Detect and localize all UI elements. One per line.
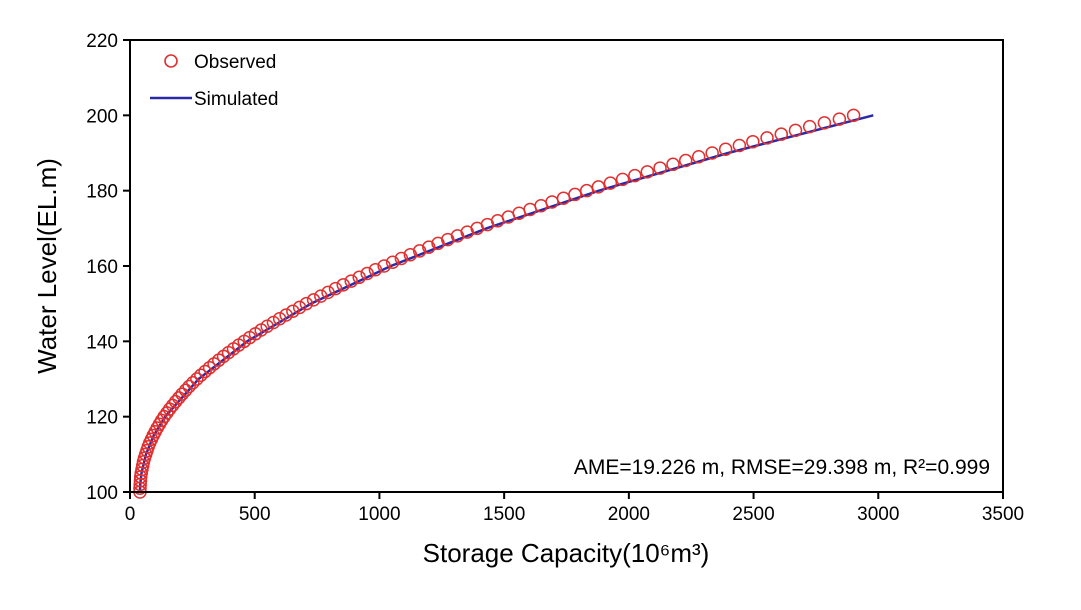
x-tick-label: 1500 xyxy=(483,504,525,525)
observed-point xyxy=(568,187,582,202)
observed-point xyxy=(653,161,667,175)
observed-point xyxy=(172,391,186,405)
observed-point xyxy=(394,251,409,266)
y-tick-label: 140 xyxy=(86,332,118,353)
y-tick-label: 160 xyxy=(86,257,118,278)
observed-point xyxy=(299,296,314,311)
y-axis-label: Water Level(EL.m) xyxy=(32,158,62,374)
observed-point xyxy=(328,281,343,296)
observed-point xyxy=(603,176,618,190)
observed-point xyxy=(615,172,630,187)
observed-point xyxy=(385,255,400,269)
observed-point xyxy=(368,263,383,277)
x-axis-label: Storage Capacity(10⁶m³) xyxy=(423,538,710,568)
observed-point xyxy=(207,357,221,371)
x-tick-label: 3000 xyxy=(857,504,899,525)
observed-point xyxy=(802,119,817,134)
observed-point xyxy=(732,138,747,153)
observed-point xyxy=(591,180,606,194)
observed-point xyxy=(628,168,642,183)
y-tick-label: 220 xyxy=(86,31,118,52)
observed-point xyxy=(279,308,293,322)
observed-point xyxy=(306,293,321,307)
simulated-line xyxy=(138,114,874,493)
observed-point xyxy=(403,247,418,262)
observed-point xyxy=(194,368,208,382)
x-tick-label: 500 xyxy=(239,504,271,525)
x-tick-label: 2500 xyxy=(732,504,774,525)
observed-point xyxy=(422,240,436,254)
observed-point xyxy=(190,372,204,386)
x-tick-label: 1000 xyxy=(358,504,400,525)
observed-point xyxy=(746,134,760,149)
observed-point xyxy=(846,108,861,123)
observed-point xyxy=(760,131,774,145)
observed-point xyxy=(212,353,226,367)
observed-point xyxy=(352,270,366,285)
observed-point xyxy=(691,150,706,164)
observed-point xyxy=(360,266,374,281)
x-tick-label: 0 xyxy=(125,504,136,525)
observed-point xyxy=(321,285,335,300)
observed-point xyxy=(202,360,217,375)
observed-point xyxy=(336,278,351,292)
observed-point xyxy=(817,116,832,130)
y-tick-label: 200 xyxy=(86,106,118,127)
observed-point xyxy=(678,153,693,168)
observed-point xyxy=(314,289,328,303)
observed-point xyxy=(640,165,655,179)
observed-point xyxy=(198,364,212,379)
observed-point xyxy=(186,376,200,390)
observed-point xyxy=(666,157,680,172)
observed-point xyxy=(182,379,196,394)
legend-observed-marker xyxy=(164,54,178,68)
observed-point xyxy=(178,383,193,398)
observed-point xyxy=(377,259,391,273)
x-tick-label: 2000 xyxy=(608,504,650,525)
observed-point xyxy=(579,183,594,198)
y-tick-label: 120 xyxy=(86,408,118,429)
observed-point xyxy=(774,127,789,141)
observed-point xyxy=(412,244,427,258)
observed-point xyxy=(832,112,847,126)
fit-statistics-annotation: AME=19.226 m, RMSE=29.398 m, R²=0.999 xyxy=(574,456,990,479)
observed-point xyxy=(705,146,719,160)
x-tick-label: 3500 xyxy=(982,504,1024,525)
observed-point xyxy=(272,311,287,326)
legend-simulated-label: Simulated xyxy=(194,89,279,110)
observed-point xyxy=(788,123,803,138)
observed-point xyxy=(292,300,307,315)
legend-observed-label: Observed xyxy=(194,52,276,73)
observed-point xyxy=(286,304,300,318)
y-tick-label: 180 xyxy=(86,182,118,203)
legend: Observed Simulated xyxy=(150,52,279,110)
observed-point xyxy=(718,142,733,156)
observed-point xyxy=(344,274,358,288)
observed-point xyxy=(175,387,189,401)
y-tick-label: 100 xyxy=(86,483,118,504)
